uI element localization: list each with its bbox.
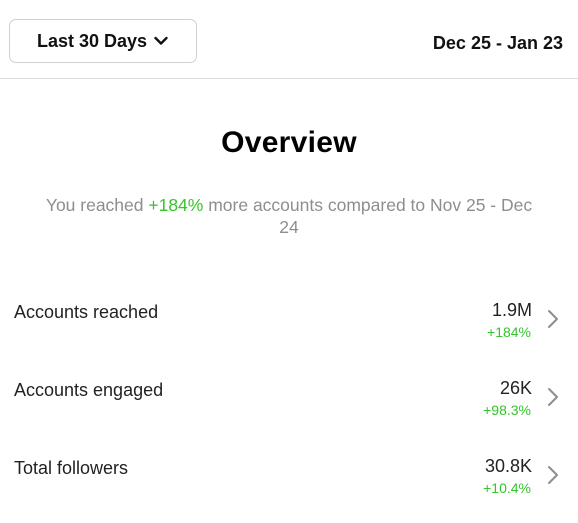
date-range-dropdown-label: Last 30 Days bbox=[36, 30, 148, 51]
chevron-right-icon bbox=[548, 388, 558, 406]
chevron-right-icon bbox=[548, 466, 558, 484]
date-range-text: Dec 25 - Jan 23 bbox=[432, 33, 563, 53]
overview-summary: You reached +184% more accounts compared… bbox=[40, 194, 538, 238]
metric-row-accounts-reached[interactable]: Accounts reached 1.9M +184% bbox=[0, 300, 578, 360]
metric-value: 1.9M bbox=[491, 300, 532, 320]
metric-value: 26K bbox=[499, 378, 532, 398]
metric-row-accounts-engaged[interactable]: Accounts engaged 26K +98.3% bbox=[0, 378, 578, 438]
page-title: Overview bbox=[221, 126, 357, 159]
metric-label: Accounts reached bbox=[14, 302, 159, 322]
summary-suffix: more accounts compared to Nov 25 - Dec 2… bbox=[203, 195, 533, 237]
metric-change: +10.4% bbox=[483, 480, 531, 496]
metric-change: +184% bbox=[487, 324, 531, 340]
metric-label: Total followers bbox=[14, 458, 129, 478]
chevron-down-icon bbox=[154, 36, 168, 45]
metric-value: 30.8K bbox=[484, 456, 532, 476]
chevron-right-icon bbox=[548, 310, 558, 328]
date-range-dropdown-button[interactable]: Last 30 Days bbox=[9, 19, 197, 63]
summary-change: +184% bbox=[148, 195, 204, 215]
summary-prefix: You reached bbox=[45, 195, 149, 215]
metric-row-total-followers[interactable]: Total followers 30.8K +10.4% bbox=[0, 456, 578, 516]
metric-change: +98.3% bbox=[483, 402, 531, 418]
top-bar: Last 30 Days Dec 25 - Jan 23 bbox=[0, 0, 578, 79]
metric-label: Accounts engaged bbox=[14, 380, 164, 400]
